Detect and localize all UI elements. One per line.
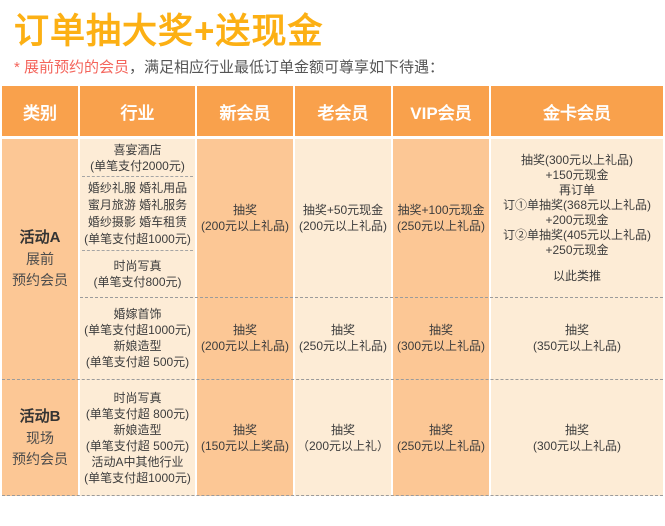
header-industry: 行业 [80,86,195,136]
cell-industry-b: 时尚写真 (单笔支付超 800元) 新娘造型 (单笔支付超 500元) 活动A中… [80,379,195,496]
dashed-divider-a-b [2,379,663,380]
activity-a-subtitle: 展前 预约会员 [12,251,68,288]
industry-banquet-hotel: 喜宴酒店 (单笔支付2000元) [82,139,193,177]
industry-fashion-photo: 时尚写真 (单笔支付800元) [93,258,182,289]
cell-a-lower-new-member: 抽奖 (200元以上礼品) [197,297,293,379]
cell-a-lower-gold-member: 抽奖 (350元以上礼品) [491,297,663,379]
activity-b-title: 活动B [19,407,61,425]
table-body: 活动A 展前 预约会员 喜宴酒店 (单笔支付2000元) 婚纱礼服 婚礼用品 蜜… [2,139,663,496]
subtitle: * 展前预约的会员，满足相应行业最低订单金额可尊享如下待遇： [14,58,665,78]
cell-industry-a-lower: 婚嫁首饰 (单笔支付超1000元) 新娘造型 (单笔支付超 500元) [80,297,195,379]
page-title: 订单抽大奖+送现金 [14,12,324,51]
cell-a-upper-old-member: 抽奖+50元现金 (200元以上礼品) [295,139,391,297]
cell-category-activity-b: 活动B 现场 预约会员 [2,379,78,496]
gold-member-prize-note: 以此类推 [552,268,601,283]
cell-a-upper-new-member: 抽奖 (200元以上礼品) [197,139,293,297]
header-old-member: 老会员 [295,86,391,136]
cell-b-new-member: 抽奖 (150元以上奖品) [197,379,293,496]
cell-category-activity-a: 活动A 展前 预约会员 [2,139,78,379]
cell-a-lower-old-member: 抽奖 (250元以上礼品) [295,297,391,379]
dashed-divider-bottom [2,495,663,496]
cell-b-vip-member: 抽奖 (250元以上礼品) [393,379,489,496]
cell-a-upper-gold-member: 抽奖(300元以上礼品) +150元现金 再订单 订①单抽奖(368元以上礼品)… [491,139,663,297]
header-new-member: 新会员 [197,86,293,136]
cell-industry-a-upper: 喜宴酒店 (单笔支付2000元) 婚纱礼服 婚礼用品 蜜月旅游 婚礼服务 婚纱摄… [80,139,195,297]
gold-member-prize-detail: 抽奖(300元以上礼品) +150元现金 再订单 订①单抽奖(368元以上礼品)… [502,152,651,257]
activity-a-title: 活动A [19,229,61,246]
table-header-row: 类别 行业 新会员 老会员 VIP会员 金卡会员 [2,86,663,136]
cell-a-lower-vip-member: 抽奖 (300元以上礼品) [393,297,489,379]
cell-a-upper-vip-member: 抽奖+100元现金 (250元以上礼品) [393,139,489,297]
header-category: 类别 [2,86,78,136]
header-vip-member: VIP会员 [393,86,489,136]
subtitle-rest: ，满足相应行业最低订单金额可尊享如下待遇： [129,59,445,76]
cell-b-gold-member: 抽奖 (300元以上礼品) [491,379,663,496]
activity-b-subtitle: 现场 预约会员 [12,429,68,467]
subtitle-highlight: * 展前预约的会员 [14,59,130,76]
dashed-divider-a-upper-lower [80,297,663,298]
promo-table: 类别 行业 新会员 老会员 VIP会员 金卡会员 活动A 展前 预约会员 喜宴酒… [2,86,663,496]
industry-wedding-services: 婚纱礼服 婚礼用品 蜜月旅游 婚礼服务 婚纱摄影 婚车租赁 (单笔支付超1000… [82,177,193,251]
header-gold-member: 金卡会员 [491,86,663,136]
cell-b-old-member: 抽奖 （200元以上礼） [295,379,391,496]
